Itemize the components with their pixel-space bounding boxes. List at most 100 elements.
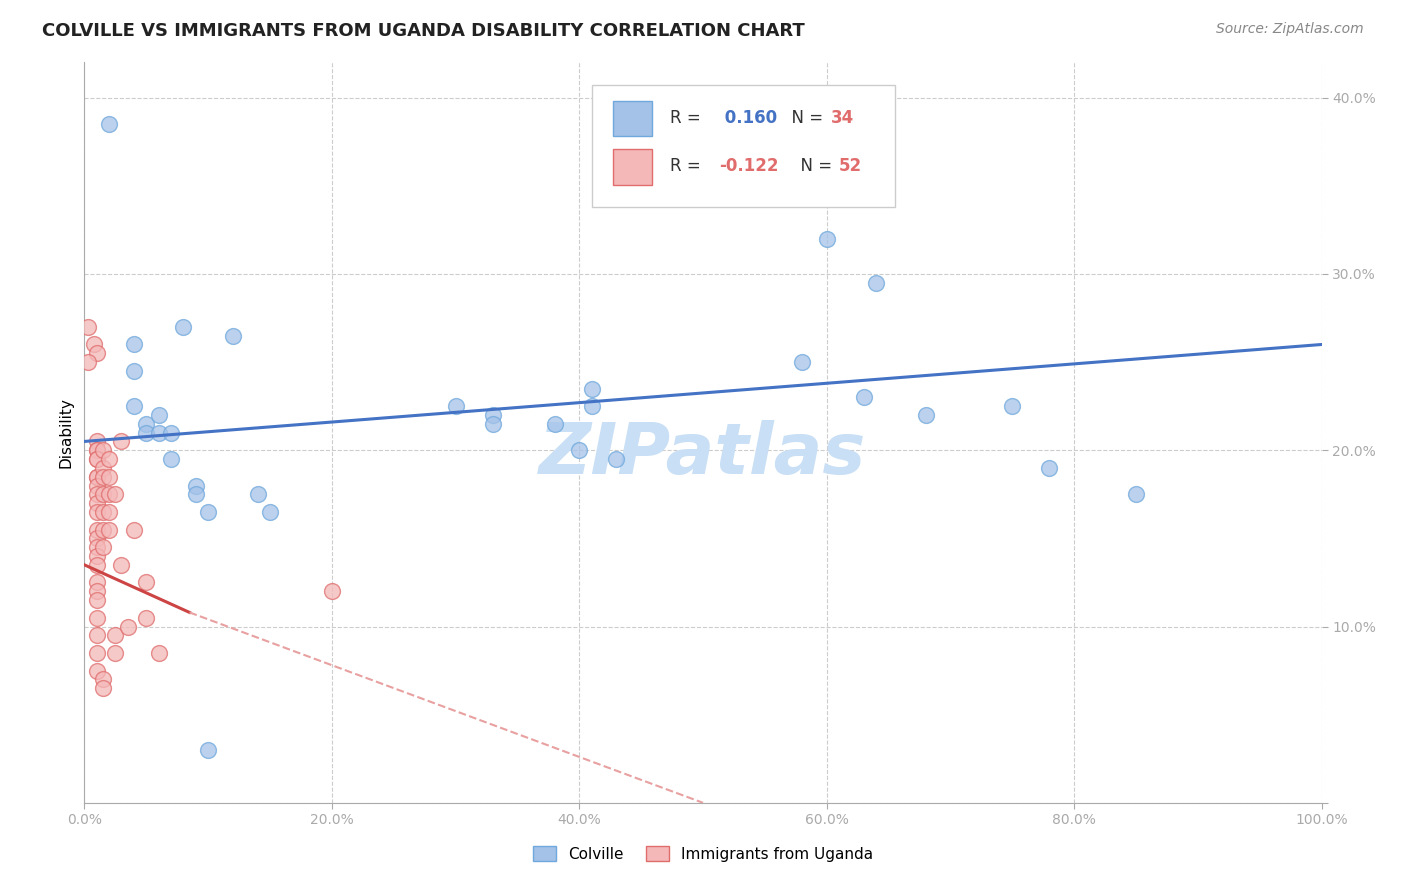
Point (135, 610, 157, 624)
Text: N =: N = (780, 109, 828, 127)
Point (122, 364, 145, 378)
Point (321, 584, 343, 599)
Point (86, 646, 108, 660)
Point (581, 399, 603, 413)
Point (86, 610, 108, 624)
Point (86, 434, 108, 449)
FancyBboxPatch shape (613, 149, 652, 185)
Point (86, 469, 108, 483)
Point (184, 478, 207, 492)
Point (160, 425, 183, 440)
Point (86, 575, 108, 590)
Point (98, 452, 121, 467)
Point (86, 558, 108, 572)
Point (77, 355, 100, 369)
Point (148, 408, 170, 422)
Point (91, 673, 114, 687)
Point (865, 276, 887, 290)
Point (110, 434, 132, 449)
Point (914, 408, 936, 422)
Point (86, 523, 108, 537)
Point (86, 478, 108, 492)
Point (98, 523, 121, 537)
Point (86, 593, 108, 607)
Text: R =: R = (669, 157, 706, 175)
Point (135, 575, 157, 590)
Point (86, 452, 108, 467)
Point (581, 382, 603, 396)
Point (1125, 487, 1147, 501)
Point (568, 443, 591, 458)
Text: 52: 52 (839, 157, 862, 175)
Point (481, 417, 503, 431)
Point (86, 443, 108, 458)
Point (197, 743, 219, 757)
Point (246, 487, 269, 501)
Text: 0.160: 0.160 (718, 109, 778, 127)
Text: N =: N = (790, 157, 837, 175)
Point (259, 505, 281, 519)
Text: 34: 34 (831, 109, 853, 127)
Point (86, 532, 108, 546)
Point (83, 337, 105, 351)
Point (104, 487, 127, 501)
Point (852, 390, 875, 404)
FancyBboxPatch shape (592, 85, 894, 207)
Point (1001, 399, 1024, 413)
Point (98, 469, 121, 483)
Point (91, 461, 114, 475)
Point (86, 664, 108, 678)
Point (184, 487, 207, 501)
Point (91, 443, 114, 458)
Point (86, 452, 108, 467)
Text: COLVILLE VS IMMIGRANTS FROM UGANDA DISABILITY CORRELATION CHART: COLVILLE VS IMMIGRANTS FROM UGANDA DISAB… (42, 22, 804, 40)
Point (481, 408, 503, 422)
Point (444, 399, 467, 413)
Point (91, 523, 114, 537)
Point (77, 319, 100, 334)
Point (91, 469, 114, 483)
Point (98, 487, 121, 501)
Point (86, 487, 108, 501)
Text: ZIPatlas: ZIPatlas (540, 420, 866, 490)
Point (86, 540, 108, 554)
Point (86, 496, 108, 510)
Point (110, 558, 132, 572)
Point (815, 232, 838, 246)
Point (91, 505, 114, 519)
Point (91, 487, 114, 501)
Point (122, 399, 145, 413)
Point (91, 681, 114, 696)
Text: -0.122: -0.122 (718, 157, 779, 175)
Point (790, 355, 813, 369)
Point (1038, 461, 1060, 475)
Point (86, 469, 108, 483)
Point (605, 452, 627, 467)
Point (86, 628, 108, 642)
Point (122, 337, 145, 351)
Point (160, 452, 183, 467)
Point (135, 425, 157, 440)
Point (104, 628, 127, 642)
Point (86, 346, 108, 360)
Point (172, 319, 194, 334)
Point (86, 584, 108, 599)
Text: Source: ZipAtlas.com: Source: ZipAtlas.com (1216, 22, 1364, 37)
Point (135, 417, 157, 431)
Point (98, 117, 121, 131)
Point (543, 417, 565, 431)
Legend: Colville, Immigrants from Uganda: Colville, Immigrants from Uganda (524, 838, 882, 869)
Point (86, 443, 108, 458)
Point (86, 549, 108, 563)
Text: R =: R = (669, 109, 706, 127)
Y-axis label: Disability: Disability (58, 397, 73, 468)
FancyBboxPatch shape (613, 101, 652, 136)
Point (122, 523, 145, 537)
Point (222, 328, 245, 343)
Point (148, 646, 170, 660)
Point (148, 425, 170, 440)
Point (197, 505, 219, 519)
Point (117, 619, 139, 633)
Point (91, 540, 114, 554)
Point (104, 646, 127, 660)
